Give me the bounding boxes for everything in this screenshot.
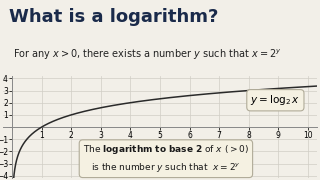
Text: The $\mathbf{logarithm\ to\ base\ 2}$ of $x$ $(> 0)$
is the number $y$ such that: The $\mathbf{logarithm\ to\ base\ 2}$ of… <box>83 143 249 174</box>
Text: $y = \log_2 x$: $y = \log_2 x$ <box>251 93 300 107</box>
Text: For any $x > 0$, there exists a number $y$ such that $x = 2^y$: For any $x > 0$, there exists a number $… <box>12 48 281 62</box>
Text: What is a logarithm?: What is a logarithm? <box>10 8 219 26</box>
